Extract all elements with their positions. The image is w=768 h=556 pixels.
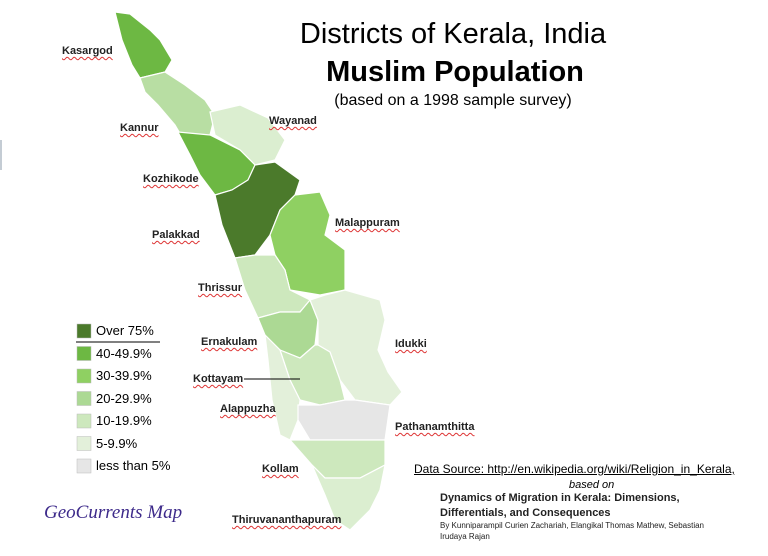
authors: Irudaya Rajan [440, 532, 490, 541]
book-title: Differentials, and Consequences [440, 507, 611, 519]
district-label: Palakkad [152, 229, 200, 241]
legend-swatch [76, 346, 92, 361]
based-on: based on [569, 479, 615, 491]
district-label: Kannur [120, 122, 159, 134]
district-label: Idukki [395, 338, 427, 350]
legend-swatch [76, 323, 92, 339]
district-label: Kollam [262, 463, 299, 475]
district-label: Thrissur [198, 282, 243, 294]
district-label: Ernakulam [201, 336, 258, 348]
district-label: Malappuram [335, 217, 400, 229]
book-title: Dynamics of Migration in Kerala: Dimensi… [440, 492, 680, 504]
district [297, 399, 391, 441]
legend-label: 10-19.9% [96, 413, 152, 428]
district-label: Wayanad [269, 115, 317, 127]
subtitle: Muslim Population [326, 56, 584, 88]
district-label: Alappuzha [220, 403, 276, 415]
legend-label: 40-49.9% [96, 345, 152, 361]
credit: GeoCurrents Map [44, 502, 183, 523]
legend-label: less than 5% [96, 458, 171, 473]
legend-label: 30-39.9% [96, 368, 152, 383]
district [311, 463, 386, 531]
district-label: Kasargod [62, 45, 113, 57]
legend-swatch [76, 436, 92, 451]
district [264, 333, 301, 441]
authors: By Kunniparampil Curien Zachariah, Elang… [440, 521, 704, 530]
district [209, 104, 286, 166]
title: Districts of Kerala, India [299, 18, 607, 50]
district-label: Pathanamthitta [395, 421, 475, 433]
district-label: Thiruvananthapuram [232, 514, 342, 526]
legend-swatch [76, 413, 92, 429]
legend-swatch [76, 368, 92, 384]
legend-swatch [76, 458, 92, 474]
district-label: Kottayam [193, 373, 244, 385]
district-label: Kozhikode [143, 173, 199, 185]
legend-label: Over 75% [96, 323, 154, 338]
legend-swatch [76, 391, 92, 406]
survey-note: (based on a 1998 sample survey) [334, 92, 572, 109]
district [114, 11, 173, 79]
legend-label: 20-29.9% [96, 390, 152, 406]
data-source: Data Source: http://en.wikipedia.org/wik… [414, 462, 735, 476]
legend-label: 5-9.9% [96, 435, 138, 451]
